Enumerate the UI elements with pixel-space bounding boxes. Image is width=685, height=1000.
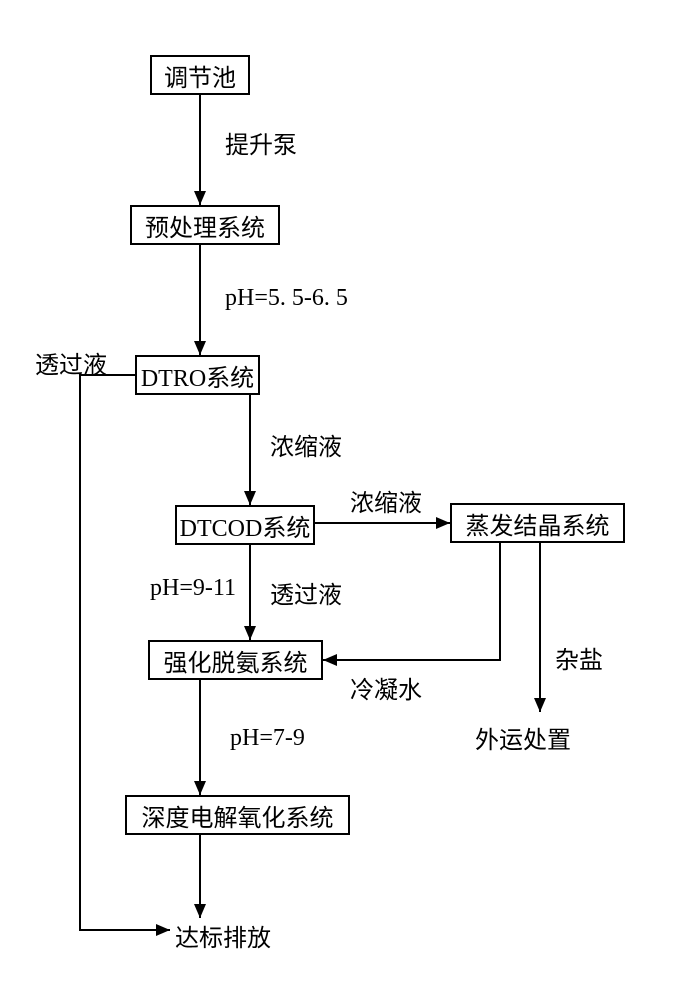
arrows-layer [0, 0, 685, 1000]
node-electro: 深度电解氧化系统 [125, 795, 350, 835]
label-ph-2: pH=9-11 [150, 575, 236, 602]
node-pretreat: 预处理系统 [130, 205, 280, 245]
node-deammonia-label: 强化脱氨系统 [164, 643, 308, 678]
label-ph-3: pH=7-9 [230, 725, 305, 752]
node-tank: 调节池 [150, 55, 250, 95]
node-dtcod-label: DTCOD系统 [180, 508, 311, 543]
node-tank-label: 调节池 [164, 58, 236, 93]
label-condensate: 冷凝水 [350, 670, 422, 705]
node-dtro-label: DTRO系统 [141, 358, 254, 393]
label-conc-1: 浓缩液 [270, 427, 342, 462]
label-ph-1: pH=5. 5-6. 5 [225, 285, 348, 312]
node-dtro: DTRO系统 [135, 355, 260, 395]
label-permeate-2: 透过液 [270, 575, 342, 610]
node-evap-label: 蒸发结晶系统 [466, 506, 610, 541]
node-evap: 蒸发结晶系统 [450, 503, 625, 543]
node-electro-label: 深度电解氧化系统 [142, 798, 334, 833]
node-pretreat-label: 预处理系统 [145, 208, 265, 243]
label-salt: 杂盐 [555, 640, 603, 675]
label-permeate-left: 透过液 [35, 345, 107, 380]
label-pump: 提升泵 [225, 125, 297, 160]
node-deammonia: 强化脱氨系统 [148, 640, 323, 680]
label-dispose: 外运处置 [475, 720, 571, 755]
flowchart-canvas: 调节池 预处理系统 DTRO系统 DTCOD系统 强化脱氨系统 深度电解氧化系统… [0, 0, 685, 1000]
label-conc-2: 浓缩液 [350, 483, 422, 518]
label-discharge: 达标排放 [175, 918, 271, 953]
node-dtcod: DTCOD系统 [175, 505, 315, 545]
